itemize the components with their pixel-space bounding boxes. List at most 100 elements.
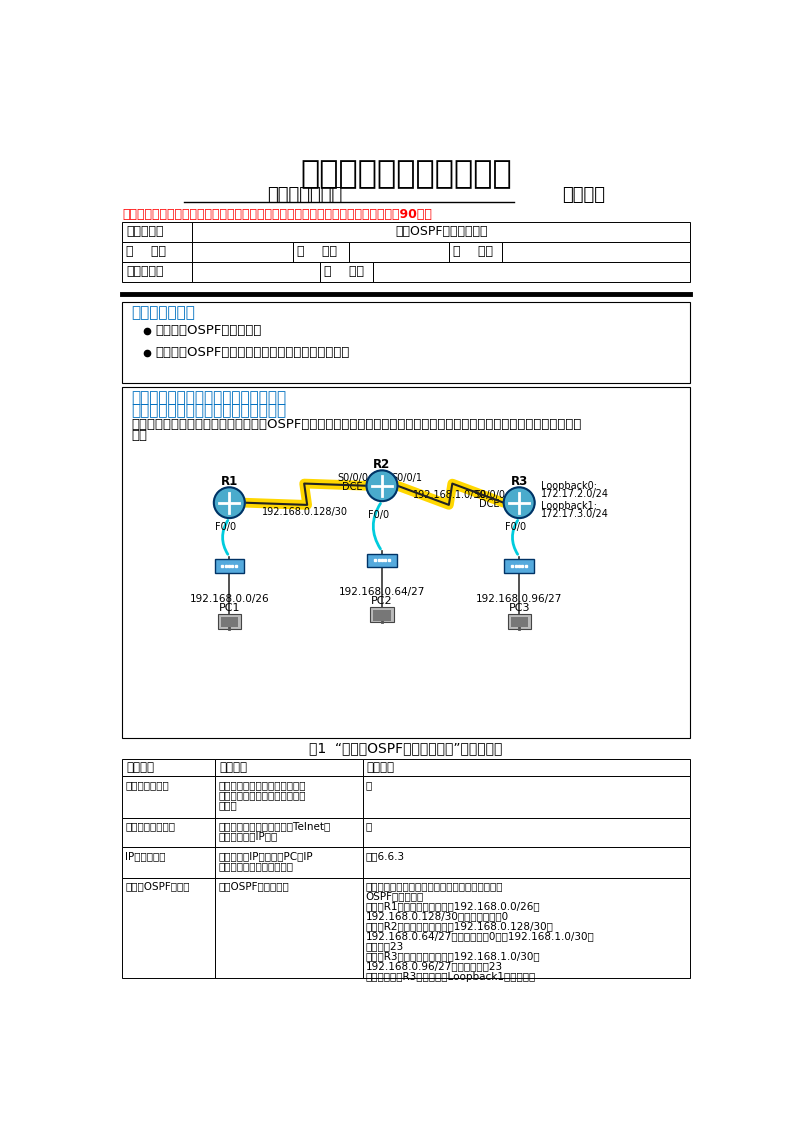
Bar <box>320 261 373 282</box>
Text: 学    号：: 学 号： <box>454 246 493 258</box>
Text: 略: 略 <box>366 821 372 831</box>
Text: 规划提示：每个路由器的直接相连的网络均参与其: 规划提示：每个路由器的直接相连的网络均参与其 <box>366 882 504 892</box>
Bar <box>362 818 691 847</box>
Text: R1: R1 <box>220 475 238 488</box>
Text: 路由与交换技术: 路由与交换技术 <box>267 186 342 204</box>
Bar <box>349 241 450 261</box>
Text: 路由器R2参与更新的网络有：192.168.0.128/30、: 路由器R2参与更新的网络有：192.168.0.128/30、 <box>366 921 554 931</box>
Bar <box>220 617 238 627</box>
Bar <box>122 847 216 877</box>
Text: 路由器R1参与更新的网络有：192.168.0.0/26与: 路由器R1参与更新的网络有：192.168.0.0/26与 <box>366 902 540 911</box>
Bar <box>362 760 691 776</box>
Text: PC3: PC3 <box>508 604 530 614</box>
Bar <box>511 617 527 627</box>
Text: 路由器的基本配置: 路由器的基本配置 <box>125 821 175 831</box>
Bar <box>122 818 216 847</box>
FancyBboxPatch shape <box>367 553 396 568</box>
Circle shape <box>214 487 245 518</box>
Text: 线缆的选择、网络设备型号、网: 线缆的选择、网络设备型号、网 <box>219 780 306 790</box>
Text: OSPF的路由更新: OSPF的路由更新 <box>366 892 424 902</box>
Bar <box>122 241 192 261</box>
Text: 掌握多域OSPF的相关概念: 掌握多域OSPF的相关概念 <box>155 324 262 338</box>
Bar <box>192 222 691 241</box>
Text: 属于区域23: 属于区域23 <box>366 941 404 951</box>
Text: 172.17.2.0/24: 172.17.2.0/24 <box>541 488 609 498</box>
Circle shape <box>366 470 397 502</box>
Text: 网络环境的搭建: 网络环境的搭建 <box>125 780 169 790</box>
Text: 路由器接口的IP地址: 路由器接口的IP地址 <box>219 831 278 842</box>
Text: 表1  “多区域OSPF的配置与管理”之相关规划: 表1 “多区域OSPF的配置与管理”之相关规划 <box>309 742 503 755</box>
Bar <box>374 609 390 620</box>
Text: PC1: PC1 <box>219 604 240 614</box>
Bar <box>216 760 362 776</box>
Text: 172.17.3.0/24: 172.17.3.0/24 <box>541 508 609 518</box>
Text: F0/0: F0/0 <box>368 511 389 521</box>
Text: 实验名称：: 实验名称： <box>126 226 163 238</box>
Text: S0/0/0: S0/0/0 <box>474 490 505 500</box>
Bar <box>450 241 502 261</box>
Text: DCE: DCE <box>480 498 500 508</box>
Text: 小。: 小。 <box>132 430 147 442</box>
Text: 路由器R3参与更新的网络有：192.168.1.0/30与: 路由器R3参与更新的网络有：192.168.1.0/30与 <box>366 951 540 962</box>
Text: 地址、子网掩码、默认网关: 地址、子网掩码、默认网关 <box>219 861 293 871</box>
Bar <box>508 614 531 629</box>
Text: 见图6.6.3: 见图6.6.3 <box>366 850 405 861</box>
Bar <box>370 607 393 622</box>
Text: 192.168.0.64/27: 192.168.0.64/27 <box>339 587 425 597</box>
Text: 二、基本技能实验内容、要求和环境：: 二、基本技能实验内容、要求和环境： <box>132 389 287 405</box>
Bar <box>216 877 362 977</box>
Text: 192.168.0.96/27，均属于区域23: 192.168.0.96/27，均属于区域23 <box>366 962 503 972</box>
Text: 日    期：: 日 期： <box>324 265 364 278</box>
Bar <box>293 241 349 261</box>
Text: 路由器主机名、特权密码、Telnet、: 路由器主机名、特权密码、Telnet、 <box>219 821 331 831</box>
Bar <box>502 241 691 261</box>
Text: F0/0: F0/0 <box>504 522 526 532</box>
Text: PC2: PC2 <box>371 596 393 606</box>
Text: R3: R3 <box>511 475 528 488</box>
Text: 二、基本技能实验内容、要求和环境：: 二、基本技能实验内容、要求和环境： <box>132 403 287 417</box>
Text: 规划内容: 规划内容 <box>126 761 155 774</box>
Text: 备注：实验包括基本技能、进阶技能和创新技能，如果没有创新技能方案则最高分为90分，: 备注：实验包括基本技能、进阶技能和创新技能，如果没有创新技能方案则最高分为90分… <box>122 209 432 221</box>
Text: 规划要点: 规划要点 <box>219 761 247 774</box>
Bar <box>216 847 362 877</box>
Bar <box>122 877 216 977</box>
Bar <box>216 776 362 818</box>
FancyBboxPatch shape <box>215 559 244 572</box>
Bar <box>362 847 691 877</box>
Bar <box>122 261 192 282</box>
Bar <box>192 261 320 282</box>
Bar <box>192 241 293 261</box>
Text: IP地址的分配: IP地址的分配 <box>125 850 166 861</box>
Text: 每个网段的IP网络号、PC的IP: 每个网段的IP网络号、PC的IP <box>219 850 313 861</box>
Text: 192.168.0.96/27: 192.168.0.96/27 <box>476 594 562 604</box>
Bar <box>218 614 241 629</box>
Bar <box>122 387 691 737</box>
Text: 如图所示的网络拓扑，要求采用多区域OSPF使得该网络中的所有网段之间能够相互通信，并尽量降低某些区域内路由表的大: 如图所示的网络拓扑，要求采用多区域OSPF使得该网络中的所有网段之间能够相互通信… <box>132 419 582 432</box>
Bar <box>122 776 216 818</box>
Text: 192.168.0.128/30: 192.168.0.128/30 <box>262 507 348 517</box>
Text: R2: R2 <box>374 458 391 471</box>
Text: 参考建议: 参考建议 <box>366 761 394 774</box>
Text: S0/0/1: S0/0/1 <box>391 473 423 484</box>
Text: F0/0: F0/0 <box>215 522 236 532</box>
Text: 另外，路由器R3上环回接口Loopback1假定属于区: 另外，路由器R3上环回接口Loopback1假定属于区 <box>366 972 536 982</box>
Text: 192.168.0.64/27，均属于区域0；与192.168.1.0/30，: 192.168.0.64/27，均属于区域0；与192.168.1.0/30， <box>366 931 595 941</box>
Text: 192.168.0.0/26: 192.168.0.0/26 <box>190 594 269 604</box>
Text: 理连接: 理连接 <box>219 800 237 810</box>
Text: 一、实验目的：: 一、实验目的： <box>132 305 196 320</box>
Text: 物理与电子信息工程学院: 物理与电子信息工程学院 <box>300 159 512 191</box>
Text: 多区域OSPF的配置: 多区域OSPF的配置 <box>125 882 190 892</box>
Text: Loopback1:: Loopback1: <box>541 500 597 511</box>
Text: 192.168.1.0/30: 192.168.1.0/30 <box>413 490 487 500</box>
Text: 多域OSPF的配置与管理: 多域OSPF的配置与管理 <box>395 226 488 238</box>
Text: 掌握多域OSPF协议的规划、配置、测试与故障排除: 掌握多域OSPF协议的规划、配置、测试与故障排除 <box>155 346 349 359</box>
Bar <box>362 776 691 818</box>
Bar <box>122 222 192 241</box>
Bar <box>122 302 691 383</box>
Text: 实验地点：: 实验地点： <box>126 265 163 278</box>
Text: 络设备数以及网络设备之间的物: 络设备数以及网络设备之间的物 <box>219 790 306 800</box>
Text: 192.168.0.128/30，且均属于区域0: 192.168.0.128/30，且均属于区域0 <box>366 911 509 921</box>
Bar <box>216 818 362 847</box>
Text: DCE: DCE <box>343 481 363 491</box>
Text: 班    级：: 班 级： <box>126 246 167 258</box>
